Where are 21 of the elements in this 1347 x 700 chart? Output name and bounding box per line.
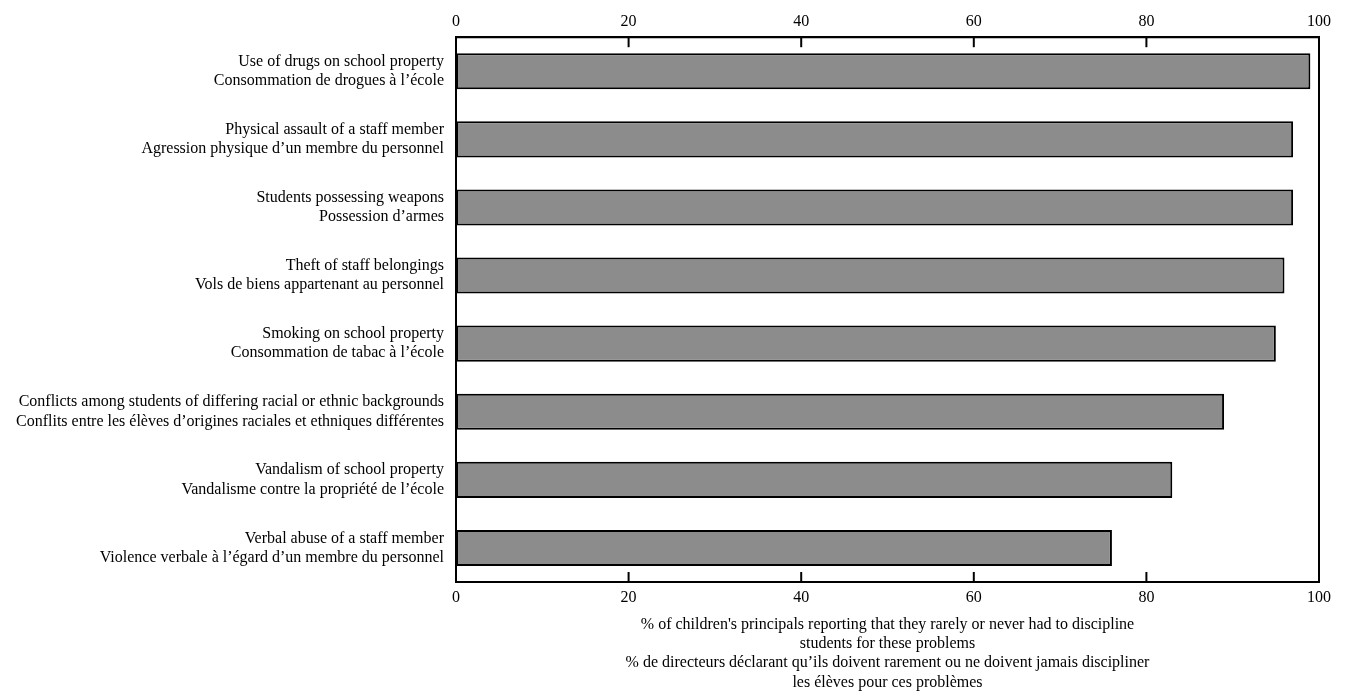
y-tick-label: Vandalism of school property Vandalisme contre la propriété de l’école [181, 460, 444, 498]
x2-tick-label: 0 [452, 11, 460, 29]
y-tick-label: Theft of staff belongings Vols de biens appartenant au personnel [195, 256, 445, 294]
x-tick-label: 0 [452, 587, 460, 605]
x-tick-label: 100 [1307, 587, 1331, 605]
x2-tick-label: 20 [620, 11, 637, 29]
x-tick-label: 60 [965, 587, 982, 605]
x-tick-label: 80 [1138, 587, 1155, 605]
y-tick-label: Students possessing weapons Possession d’armes [256, 188, 444, 225]
x2-tick-label: 60 [965, 11, 982, 29]
y-tick-label: Physical assault of a staff member Agression physique d’un membre du personnel [141, 119, 445, 158]
x2-tick-label: 80 [1138, 11, 1155, 29]
y-tick-label: Smoking on school property Consommation de tabac à l’école [230, 324, 444, 361]
x-tick-label: 40 [793, 587, 810, 605]
x2-tick-label: 100 [1307, 11, 1331, 29]
x-tick-label: 20 [620, 587, 637, 605]
y-tick-label: Use of drugs on school property Consommation de drogues à l’école [213, 51, 444, 90]
x-axis-title: % of children's principals reporting that they rarely or never had to discipline students for these problems % de directeurs déclarant qu’ils doivent rarement ou ne doivent jamais discipliner les élèves pour ces problèmes [625, 615, 1151, 691]
y-tick-label: Conflicts among students of differing racial or ethnic backgrounds Conflits entre les élèves d’origines raciales et ethniques différentes [16, 392, 444, 430]
y-tick-label: Verbal abuse of a staff member Violence verbale à l’égard d’un membre du personnel [99, 528, 445, 566]
x2-tick-label: 40 [793, 11, 810, 29]
